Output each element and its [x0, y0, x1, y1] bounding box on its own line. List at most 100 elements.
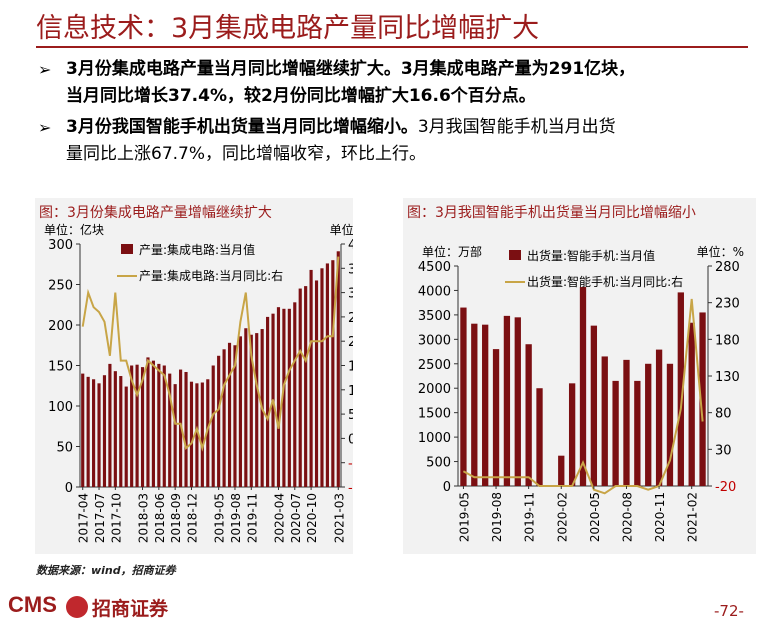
x-tick-label: 2020-10: [305, 493, 319, 543]
bar: [97, 383, 101, 487]
left-tick-label: 300: [48, 238, 73, 253]
bar: [162, 365, 166, 487]
bar: [293, 302, 297, 487]
bar: [325, 263, 329, 487]
left-tick-label: 3000: [418, 333, 451, 348]
x-tick-label: 2018-09: [169, 493, 183, 543]
bar: [227, 342, 232, 487]
bullet-line: 3月份集成电路产量当月同比增幅继续扩大。3月集成电路产量为291亿块，: [66, 56, 766, 83]
x-tick-label: 2020-07: [289, 493, 303, 543]
legend-swatch-bar: [121, 244, 133, 254]
bar: [238, 336, 242, 487]
x-tick-label: 2020-08: [620, 492, 634, 542]
legend-label: 产量:集成电路:当月值: [139, 242, 255, 257]
bar: [634, 380, 641, 486]
bullet-text: 个百分点。: [450, 86, 536, 106]
left-axis-unit: 单位：万部: [422, 244, 482, 259]
bar: [130, 365, 134, 487]
bar: [314, 280, 319, 487]
x-tick-label: 2020-11: [653, 492, 667, 542]
bar: [304, 286, 308, 487]
bullet-text: 量同比上涨67.7%，同比增幅收窄，环比上行。: [66, 144, 427, 164]
left-tick-label: 100: [48, 400, 73, 415]
x-tick-label: 2018-06: [153, 493, 167, 543]
bar: [168, 373, 172, 487]
right-tick-label: 20: [348, 335, 353, 350]
left-tick-label: 4000: [418, 284, 451, 299]
bar: [590, 325, 598, 486]
bullet-text: 37.4%: [168, 86, 227, 106]
series-line: [81, 256, 340, 452]
bar: [276, 307, 281, 487]
x-tick-label: 2017-07: [93, 493, 107, 543]
bar: [688, 322, 695, 486]
right-axis-unit: 单位：%: [697, 244, 744, 259]
x-tick-label: 2020-04: [272, 493, 286, 543]
left-tick-label: 1000: [418, 431, 451, 446]
bullet-text: 当月同比增长: [66, 86, 168, 106]
bar: [568, 383, 576, 486]
bar: [336, 251, 340, 487]
left-tick-label: 150: [48, 360, 73, 375]
bullet-text: 3月我国智能手机当月出货: [417, 117, 616, 137]
bar: [645, 363, 652, 486]
bar: [113, 371, 117, 487]
bullet-text: 16.6: [408, 86, 451, 106]
left-tick-label: 0: [65, 481, 73, 496]
bar: [211, 365, 215, 487]
right-tick-label: -20: [715, 480, 736, 495]
logo-text: CMS: [8, 592, 57, 617]
bar: [124, 386, 128, 487]
bar: [151, 360, 155, 487]
bar: [601, 356, 608, 486]
chart-smartphone-shipments: 单位：万部 单位：% 0 500 1000 1500 2000 2500 3000 3500 400…: [418, 244, 744, 542]
bar: [482, 324, 489, 486]
left-tick-label: 50: [56, 441, 73, 456]
left-tick-label: 500: [426, 456, 451, 471]
bar: [298, 288, 302, 487]
right-tick-label: 280: [715, 260, 740, 275]
bullet-item-smartphone: ➢ 3月份我国智能手机出货量当月同比增幅缩小。3月我国智能手机当月出货 量同比上…: [36, 114, 766, 168]
x-tick-label: 2018-03: [137, 493, 151, 543]
bar: [135, 364, 139, 487]
bar: [677, 292, 684, 486]
bar: [217, 355, 221, 487]
bar: [558, 455, 565, 486]
bullet-arrow-icon: ➢: [38, 118, 52, 137]
bullet-text: 亿块，: [584, 59, 636, 79]
legend-label: 出货量:智能手机:当月同比:右: [527, 274, 683, 289]
x-tick-label: 2021-03: [332, 493, 346, 543]
bar: [233, 345, 237, 487]
right-tick-label: 180: [715, 333, 740, 348]
bar: [287, 308, 291, 487]
bar: [536, 388, 543, 486]
bar: [331, 260, 335, 487]
page-number: -72-: [714, 602, 744, 620]
bar: [244, 328, 248, 487]
title-divider: [36, 46, 748, 48]
bar: [195, 383, 199, 487]
chart-ic-output: 单位：亿块 单位：% 0 50 100 150 200 250 300 -10 -5 0 5 10 15 20…: [44, 222, 353, 543]
chart-title: 图：3月份集成电路产量增幅继续扩大: [39, 205, 272, 221]
bullet-line: 当月同比增长37.4%，较2月份同比增幅扩大16.6个百分点。: [66, 83, 766, 110]
bar: [471, 323, 478, 486]
left-tick-label: 250: [48, 279, 73, 294]
right-tick-label: 25: [348, 311, 353, 326]
bar: [666, 363, 674, 486]
bullet-list: ➢ 3月份集成电路产量当月同比增幅继续扩大。3月集成电路产量为291亿块， 当月…: [36, 56, 766, 172]
bar: [146, 357, 150, 487]
x-tick-label: 2019-05: [457, 492, 471, 542]
bar: [579, 287, 587, 486]
x-tick-label: 2019-05: [213, 493, 227, 543]
bar: [255, 333, 259, 487]
x-tick-label: 2018-12: [185, 493, 199, 543]
bar: [184, 371, 188, 487]
page-title: 信息技术：3月集成电路产量同比增幅扩大: [36, 13, 540, 44]
right-tick-label: 5: [348, 408, 353, 423]
bar: [200, 382, 204, 487]
chart-panel-smartphone: 图：3月我国智能手机出货量当月同比增幅缩小 单位：万部 单位：% 0 500 1000 1…: [403, 198, 756, 554]
legend-swatch-bar: [509, 250, 521, 260]
bullet-item-ic-output: ➢ 3月份集成电路产量当月同比增幅继续扩大。3月集成电路产量为291亿块， 当月…: [36, 56, 766, 110]
bar: [222, 349, 226, 487]
bar: [309, 269, 313, 487]
